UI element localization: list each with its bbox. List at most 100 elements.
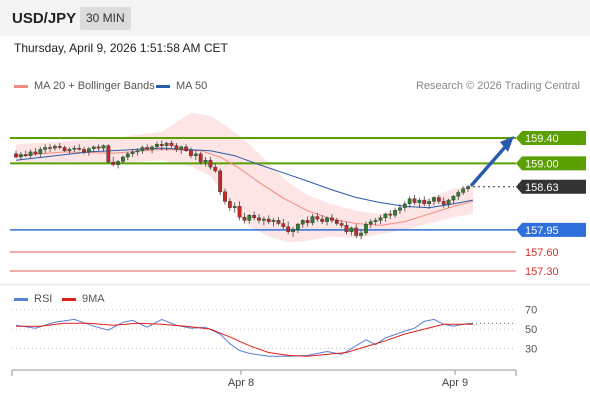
level-label-159-40: 159.40 bbox=[525, 133, 559, 145]
candle-body bbox=[130, 151, 135, 155]
candle-body bbox=[237, 206, 242, 218]
candle-body bbox=[174, 145, 179, 150]
candle-body bbox=[402, 203, 407, 208]
legend-ma20: MA 20 + Bollinger Bands bbox=[14, 80, 155, 92]
candle-body bbox=[412, 198, 417, 203]
candle-body bbox=[101, 145, 106, 149]
candle-body bbox=[461, 188, 466, 193]
timestamp: Thursday, April 9, 2026 1:51:58 AM CET bbox=[14, 41, 228, 55]
rsi-tick-70: 70 bbox=[525, 305, 537, 317]
candle-body bbox=[344, 225, 349, 232]
rsi-swatch bbox=[14, 297, 28, 301]
candle-body bbox=[43, 147, 48, 150]
candle-body bbox=[305, 220, 310, 224]
candle-body bbox=[334, 220, 339, 224]
candle-body bbox=[368, 221, 373, 225]
candle-body bbox=[252, 215, 257, 218]
panel-divider bbox=[0, 284, 590, 285]
candle-body bbox=[77, 147, 82, 150]
candle-body bbox=[38, 149, 43, 155]
candle-body bbox=[106, 145, 111, 163]
candle-body bbox=[198, 153, 203, 163]
candle-body bbox=[72, 147, 77, 150]
candle-body bbox=[57, 146, 62, 148]
level-label-159-00: 159.00 bbox=[525, 158, 559, 170]
ma9-swatch bbox=[62, 297, 76, 301]
candle-body bbox=[276, 220, 281, 224]
legend-9ma-label: 9MA bbox=[82, 293, 105, 305]
rsi-tick-50: 50 bbox=[525, 324, 537, 336]
candle-body bbox=[315, 216, 320, 220]
candle-body bbox=[232, 206, 237, 208]
level-badge-159-40 bbox=[516, 131, 586, 145]
candle-body bbox=[383, 213, 388, 218]
candle-body bbox=[227, 201, 232, 208]
candle-body bbox=[14, 153, 18, 158]
timeframe-button[interactable]: 30 MIN bbox=[80, 7, 131, 30]
candle-body bbox=[427, 201, 432, 205]
candle-body bbox=[62, 147, 67, 151]
forecast-arrow-line bbox=[470, 144, 508, 187]
candle-body bbox=[295, 223, 300, 230]
bollinger-band-area bbox=[16, 112, 473, 243]
candle-body bbox=[407, 198, 412, 205]
candle-body bbox=[67, 149, 72, 151]
candle-body bbox=[135, 150, 140, 153]
candle-body bbox=[23, 154, 28, 156]
level-label-157-30: 157.30 bbox=[525, 266, 559, 278]
candle-body bbox=[325, 217, 329, 222]
candle-body bbox=[451, 196, 456, 201]
candle-body bbox=[422, 199, 427, 205]
candle-body bbox=[155, 144, 159, 148]
candle-body bbox=[150, 146, 154, 150]
candle-body bbox=[266, 218, 271, 222]
candle-body bbox=[223, 191, 227, 202]
candle-body bbox=[121, 156, 125, 162]
candle-body bbox=[125, 153, 130, 158]
candle-body bbox=[257, 217, 261, 221]
candle-body bbox=[310, 216, 315, 224]
symbol-title: USD/JPY bbox=[12, 10, 77, 27]
candle-body bbox=[193, 153, 198, 156]
candle-body bbox=[261, 218, 266, 221]
candle-body bbox=[18, 154, 23, 158]
candle-body bbox=[291, 228, 295, 232]
forecast-arrow-head bbox=[500, 136, 514, 152]
x-tick-label-0: Apr 8 bbox=[228, 377, 254, 389]
candle-body bbox=[388, 213, 393, 216]
candle-body bbox=[398, 207, 402, 211]
legend-ma50: MA 50 bbox=[156, 80, 207, 92]
candle-body bbox=[320, 218, 325, 222]
candles-group bbox=[14, 140, 470, 240]
rsi-9ma-line bbox=[16, 322, 473, 357]
candle-body bbox=[91, 146, 96, 149]
rsi-line bbox=[15, 318, 473, 357]
candle-body bbox=[116, 161, 120, 165]
candle-body bbox=[213, 166, 218, 172]
candle-body bbox=[247, 215, 252, 221]
candle-body bbox=[203, 159, 208, 163]
level-badge-158-63 bbox=[516, 179, 586, 194]
level-badge-157-95 bbox=[516, 222, 586, 237]
candle-body bbox=[441, 201, 446, 205]
candle-body bbox=[364, 223, 368, 234]
ma20-line bbox=[15, 148, 474, 226]
candle-body bbox=[271, 220, 276, 222]
legend-rsi: RSI bbox=[14, 293, 52, 305]
candle-body bbox=[300, 220, 305, 225]
candle-body bbox=[145, 147, 150, 150]
candle-body bbox=[436, 197, 441, 202]
candle-body bbox=[159, 144, 164, 146]
ma50-swatch bbox=[156, 84, 170, 88]
candle-body bbox=[466, 186, 470, 189]
candle-body bbox=[417, 199, 422, 203]
x-tick-label-1: Apr 9 bbox=[442, 377, 468, 389]
candle-body bbox=[140, 147, 145, 151]
candle-body bbox=[48, 147, 52, 149]
legend-rsi-label: RSI bbox=[34, 293, 53, 305]
candle-body bbox=[393, 209, 397, 216]
candle-body bbox=[286, 226, 291, 232]
candle-body bbox=[456, 192, 461, 197]
candle-body bbox=[28, 151, 33, 156]
candle-body bbox=[164, 142, 169, 146]
